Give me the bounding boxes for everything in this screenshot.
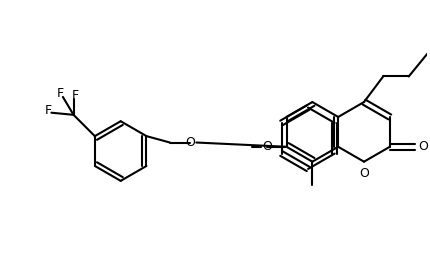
Text: F: F — [44, 104, 52, 117]
Text: F: F — [72, 89, 79, 102]
Text: O: O — [185, 136, 195, 149]
Text: O: O — [358, 167, 368, 180]
Text: O: O — [262, 140, 272, 153]
Text: F: F — [57, 87, 64, 100]
Text: O: O — [418, 140, 427, 153]
